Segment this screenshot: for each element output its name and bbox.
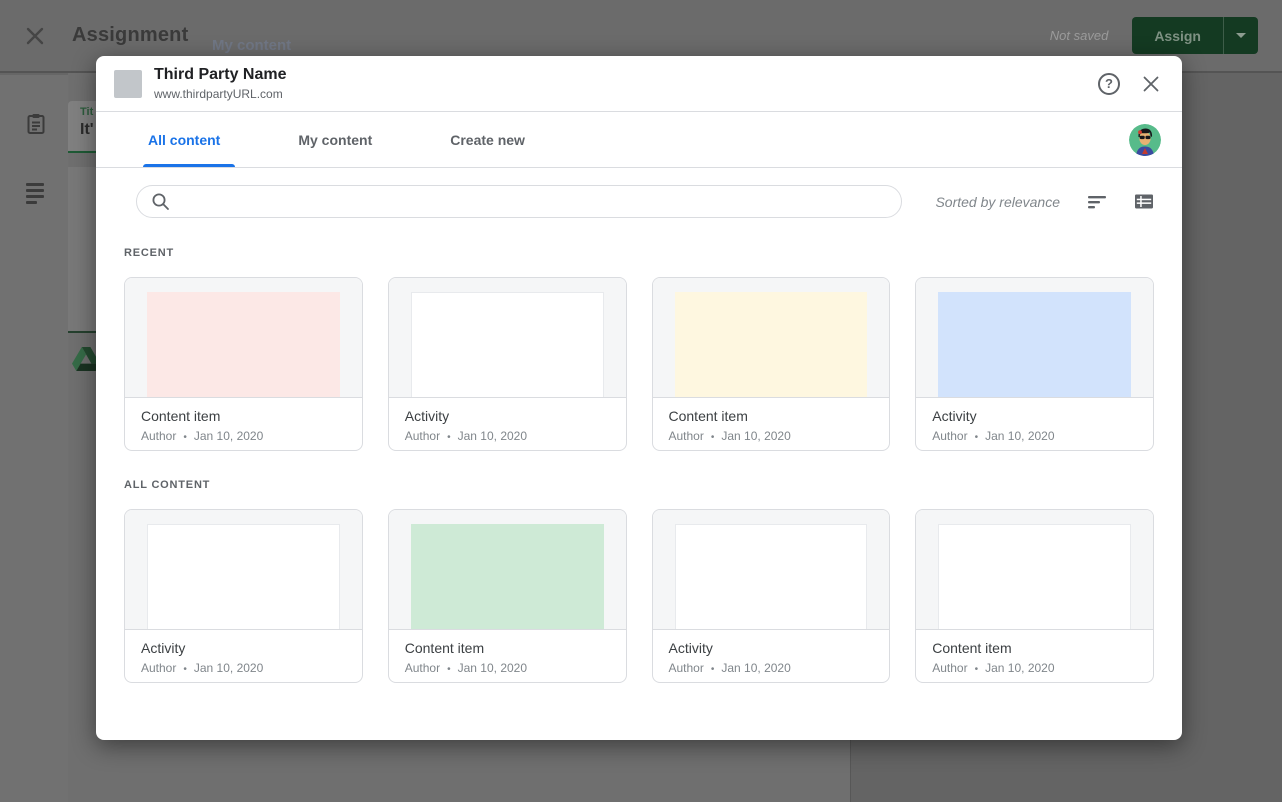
card-all-2[interactable]: Content item Author • Jan 10, 2020 [387,509,627,683]
card-footer: Content item Author • Jan 10, 2020 [916,630,1153,675]
assignment-title-value: It' [80,121,94,138]
card-thumbnail [674,524,868,629]
search-toolbar: Sorted by relevance [96,168,1182,218]
card-meta: Author • Jan 10, 2020 [932,429,1055,443]
card-thumbnail [938,524,1131,629]
section-label-recent: RECENT [124,247,175,259]
card-thumbnail [147,292,340,397]
search-input[interactable] [180,193,887,210]
card-footer: Activity Author • Jan 10, 2020 [653,630,890,675]
sorted-by-text: Sorted by relevance [935,193,1060,210]
card-thumbnail-area [916,278,1153,398]
card-thumbnail [938,292,1131,397]
card-thumbnail-area [652,278,890,398]
content-area: RECENT Content item Author • Jan 10, 2020 … [96,218,1182,683]
card-recent-2[interactable]: Activity Author • Jan 10, 2020 [387,277,627,451]
card-title: Content item [404,640,485,656]
card-title: Content item [141,408,221,424]
card-recent-3[interactable]: Content item Author • Jan 10, 2020 [651,277,891,451]
card-meta: Author • Jan 10, 2020 [404,661,528,675]
card-footer: Content item Author • Jan 10, 2020 [653,398,890,443]
card-footer: Activity Author • Jan 10, 2020 [916,398,1153,443]
card-thumbnail-area [125,278,362,398]
card-meta: Author • Jan 10, 2020 [141,661,264,675]
all-content-card-grid: Activity Author • Jan 10, 2020 Content ite… [124,509,1154,683]
card-thumbnail [674,292,868,397]
card-meta: Author • Jan 10, 2020 [932,661,1055,675]
list-view-icon[interactable] [1134,193,1154,210]
card-title: Content item [668,408,748,424]
card-thumbnail-area [388,278,626,398]
card-title: Activity [141,640,186,656]
close-dialog-icon[interactable] [1142,75,1160,93]
card-recent-1[interactable]: Content item Author • Jan 10, 2020 [124,277,363,451]
dialog-tab-bar: All content My content Create new [96,112,1182,168]
page-title: Assignment [72,24,189,46]
card-title: Activity [668,640,713,656]
dialog-title: Third Party Name [154,66,287,83]
assignment-clipboard-icon[interactable] [26,113,46,140]
card-all-4[interactable]: Content item Author • Jan 10, 2020 [915,509,1154,683]
caret-down-icon [1236,33,1246,38]
close-assignment-icon[interactable] [24,25,46,47]
card-title: Activity [404,408,450,424]
card-all-3[interactable]: Activity Author • Jan 10, 2020 [651,509,891,683]
card-all-1[interactable]: Activity Author • Jan 10, 2020 [124,509,363,683]
dialog-titles: Third Party Name www.thirdpartyURL.com [154,66,286,101]
tab-my-content[interactable]: My content [298,131,373,148]
dialog-header-actions: ? [1098,72,1160,95]
help-icon[interactable]: ? [1098,72,1120,95]
card-meta: Author • Jan 10, 2020 [668,661,791,675]
assignment-title-label: Tit [80,106,94,118]
card-thumbnail-area [125,510,362,630]
search-icon [152,193,169,210]
sort-icon[interactable] [1087,194,1107,210]
card-recent-4[interactable]: Activity Author • Jan 10, 2020 [915,277,1154,451]
sidebar [0,75,68,802]
dialog-url: www.thirdpartyURL.com [154,87,283,101]
card-thumbnail [147,524,340,629]
card-meta: Author • Jan 10, 2020 [668,429,791,443]
recent-card-grid: Content item Author • Jan 10, 2020 Activit… [124,277,1154,451]
card-thumbnail-area [916,510,1153,630]
section-label-all-content: ALL CONTENT [124,479,211,491]
tab-create-new[interactable]: Create new [450,131,525,148]
topbar-actions: Not saved Assign [1050,17,1258,54]
search-right-controls: Sorted by relevance [935,193,1154,210]
assign-button[interactable]: Assign [1132,17,1224,54]
card-footer: Activity Author • Jan 10, 2020 [389,398,626,443]
card-thumbnail-area [388,510,626,630]
card-title: Activity [932,408,977,424]
card-footer: Activity Author • Jan 10, 2020 [125,630,362,675]
card-thumbnail [410,292,604,397]
third-party-picker-dialog: Third Party Name www.thirdpartyURL.com ?… [96,56,1182,740]
card-meta: Author • Jan 10, 2020 [141,429,264,443]
search-box[interactable] [136,185,902,218]
card-title: Content item [932,640,1012,656]
assign-split-button: Assign [1132,17,1258,54]
dialog-header: Third Party Name www.thirdpartyURL.com ? [96,56,1182,112]
google-drive-icon [72,347,100,377]
save-status-text: Not saved [1049,28,1109,43]
tab-all-content[interactable]: All content [142,112,236,167]
third-party-logo [114,69,142,98]
description-lines-icon[interactable] [26,183,44,204]
card-thumbnail [410,524,604,629]
card-meta: Author • Jan 10, 2020 [404,429,528,443]
ghost-tab-text: My content [212,37,292,54]
avatar[interactable] [1129,124,1161,156]
card-footer: Content item Author • Jan 10, 2020 [125,398,362,443]
card-thumbnail-area [652,510,890,630]
assign-dropdown-button[interactable] [1224,17,1258,54]
card-footer: Content item Author • Jan 10, 2020 [389,630,626,675]
